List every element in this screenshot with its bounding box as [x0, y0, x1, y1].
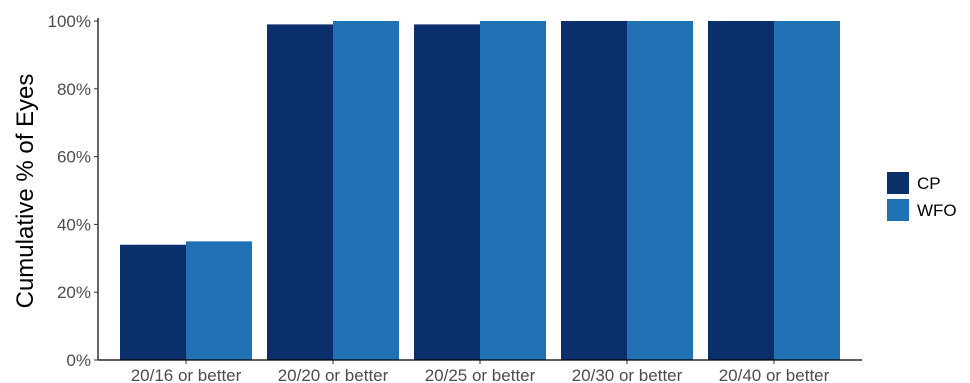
- bar-wfo-4: [774, 21, 840, 360]
- y-tick-label: 20%: [57, 283, 91, 302]
- x-tick-label: 20/20 or better: [278, 366, 389, 383]
- bar-cp-1: [267, 24, 333, 360]
- y-tick-label: 60%: [57, 148, 91, 167]
- bar-cp-4: [708, 21, 774, 360]
- legend-swatch-cp: [887, 172, 909, 194]
- y-tick-label: 80%: [57, 80, 91, 99]
- x-tick-label: 20/40 or better: [719, 366, 830, 383]
- x-tick-label: 20/30 or better: [572, 366, 683, 383]
- legend: CP WFO: [887, 172, 957, 221]
- bar-cp-2: [414, 24, 480, 360]
- bar-wfo-1: [333, 21, 399, 360]
- legend-label-wfo: WFO: [917, 201, 957, 220]
- y-tick-label: 40%: [57, 215, 91, 234]
- bar-wfo-0: [186, 241, 252, 360]
- y-axis-title: Cumulative % of Eyes: [12, 74, 39, 309]
- legend-label-cp: CP: [917, 174, 941, 193]
- x-tick-label: 20/25 or better: [425, 366, 536, 383]
- y-tick-label: 100%: [48, 12, 91, 31]
- bar-wfo-3: [627, 21, 693, 360]
- plot-area: 20/16 or better 20/20 or better 20/25 or b…: [48, 12, 862, 383]
- bar-cp-0: [120, 244, 186, 360]
- bar-wfo-2: [480, 21, 546, 360]
- y-tick-label: 0%: [66, 351, 91, 370]
- legend-swatch-wfo: [887, 199, 909, 221]
- bar-cp-3: [561, 21, 627, 360]
- x-tick-label: 20/16 or better: [131, 366, 242, 383]
